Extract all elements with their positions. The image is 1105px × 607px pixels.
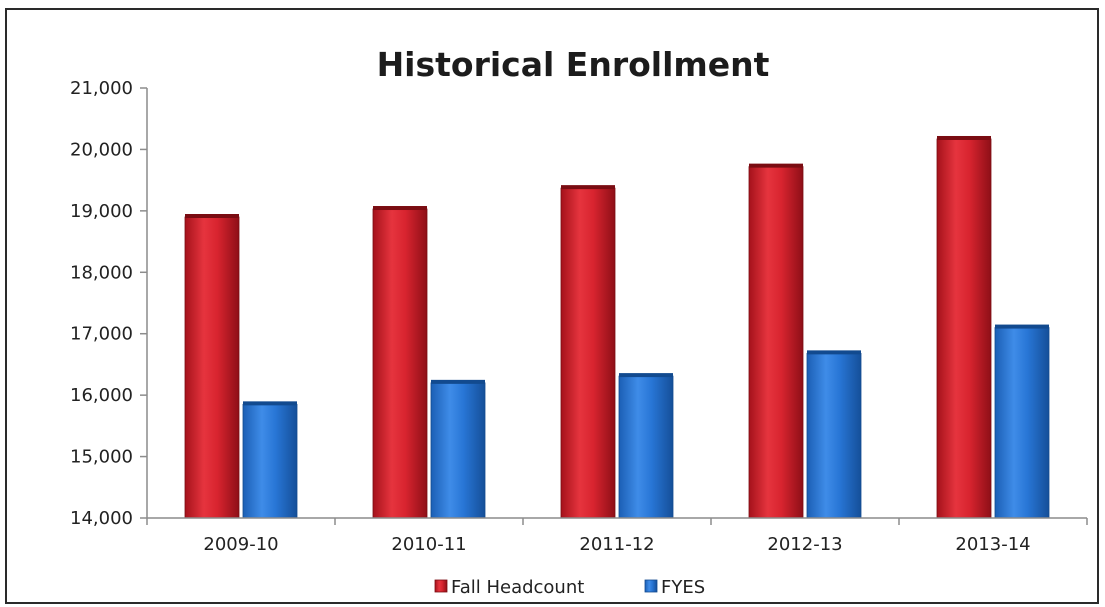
bar-top-cap [561, 185, 615, 190]
legend-swatch-fall-headcount [434, 579, 448, 593]
x-tick-label: 2013-14 [955, 534, 1030, 555]
bar-fyes-2009-10 [242, 403, 298, 519]
bar-fyes-2013-14 [994, 327, 1050, 519]
chart-title: Historical Enrollment [377, 45, 770, 84]
bar-top-cap [937, 135, 991, 140]
bars [184, 135, 1050, 519]
x-tick-label: 2010-11 [391, 534, 466, 555]
y-axis: 14,000 15,000 16,000 17,000 18,000 19,000 20,0… [70, 78, 148, 529]
y-tick-label: 20,000 [70, 139, 133, 160]
bar-top-cap [807, 350, 861, 355]
legend: Fall Headcount FYES [434, 577, 705, 598]
chart: Historical Enrollment 14,000 15,000 16,000… [70, 45, 1088, 598]
x-tick-label: 2009-10 [203, 534, 278, 555]
bar-fall-headcount-2011-12 [560, 187, 616, 519]
bar-top-cap [619, 373, 673, 378]
bar-top-cap [373, 206, 427, 211]
y-tick-label: 18,000 [70, 262, 133, 283]
legend-label-fall-headcount: Fall Headcount [451, 577, 584, 598]
bar-top-cap [243, 401, 297, 406]
bar-fyes-2010-11 [430, 382, 486, 519]
bar-top-cap [995, 324, 1049, 329]
bar-top-cap [431, 379, 485, 384]
x-axis: 2009-10 2010-11 2011-12 2012-13 2013-14 [146, 517, 1088, 555]
y-tick-label: 14,000 [70, 508, 133, 529]
bar-fall-headcount-2010-11 [372, 208, 428, 519]
bar-fall-headcount-2012-13 [748, 166, 804, 519]
y-tick-label: 15,000 [70, 447, 133, 468]
bar-top-cap [749, 163, 803, 168]
bar-fall-headcount-2013-14 [936, 138, 992, 519]
y-tick-label: 17,000 [70, 324, 133, 345]
chart-frame: Historical Enrollment 14,000 15,000 16,000… [5, 8, 1099, 604]
legend-swatch-fyes [644, 579, 658, 593]
bar-fall-headcount-2009-10 [184, 216, 240, 519]
legend-label-fyes: FYES [661, 577, 705, 598]
y-tick-label: 16,000 [70, 385, 133, 406]
y-tick-label: 21,000 [70, 78, 133, 99]
x-tick-label: 2012-13 [767, 534, 842, 555]
bar-top-cap [185, 214, 239, 218]
bar-fyes-2011-12 [618, 375, 674, 519]
y-tick-label: 19,000 [70, 201, 133, 222]
bar-fyes-2012-13 [806, 352, 862, 519]
x-tick-label: 2011-12 [579, 534, 654, 555]
